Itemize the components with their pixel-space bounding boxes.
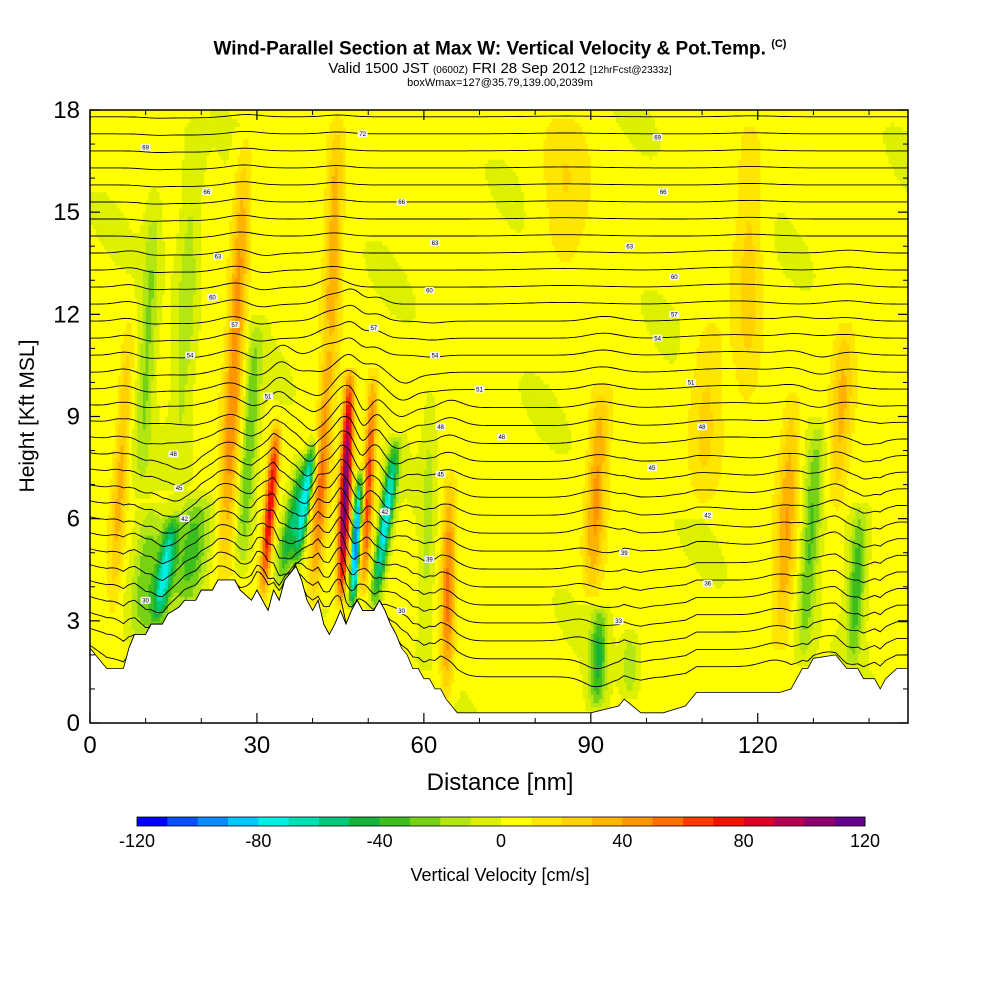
cross-section-chart: 3042454851545760636669723039424548515457… — [0, 0, 1000, 1000]
